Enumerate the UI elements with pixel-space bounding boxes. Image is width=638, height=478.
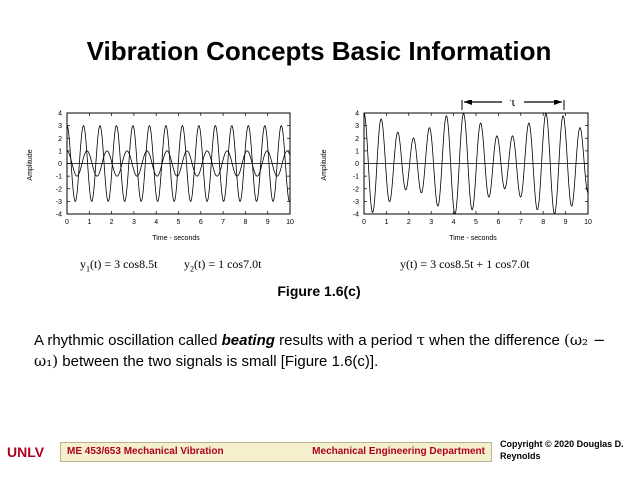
- y-tick-label: -2: [56, 186, 62, 193]
- x-tick-label: 3: [429, 219, 433, 226]
- body-paragraph: A rhythmic oscillation called beating re…: [34, 330, 614, 372]
- y-tick-label: 2: [58, 136, 62, 143]
- y-tick-label: -3: [353, 199, 359, 206]
- y-tick-label: 0: [355, 161, 359, 168]
- equation-y1-subscript: 1: [86, 264, 90, 274]
- x-axis-label: Time - seconds: [449, 235, 497, 242]
- y-tick-label: 4: [355, 111, 359, 118]
- x-tick-label: 9: [266, 219, 270, 226]
- y-tick-label: 0: [58, 161, 62, 168]
- x-tick-label: 7: [221, 219, 225, 226]
- y-tick-label: 2: [355, 136, 359, 143]
- equation-y1-lhs: y: [80, 257, 86, 271]
- y-axis-label: Amplitude: [27, 149, 34, 180]
- equation-y2-lhs: y: [184, 257, 190, 271]
- equation-y2-rhs: (t) = 1 cos7.0t: [194, 257, 262, 271]
- period-label: τ: [510, 100, 517, 109]
- x-tick-label: 3: [132, 219, 136, 226]
- y-tick-label: -1: [56, 174, 62, 181]
- y-tick-label: -4: [353, 212, 359, 219]
- body-text-part: results with a period: [274, 332, 417, 349]
- period-annotation: τ: [461, 100, 565, 110]
- y-tick-label: 3: [58, 123, 62, 130]
- y-tick-label: -1: [353, 174, 359, 181]
- chart-left: 0 1 2 3 4 5 6 7 8 9 10 -4 -3 -2 -1 0 1 2 3 4 Time - seconds…: [27, 111, 294, 243]
- x-tick-label: 5: [177, 219, 181, 226]
- equation-y1: y1(t) = 3 cos8.5t: [80, 257, 157, 273]
- x-tick-label: 0: [362, 219, 366, 226]
- y-tick-label: -3: [56, 199, 62, 206]
- period-arrowhead-right: [554, 100, 562, 105]
- series-line-1: [363, 112, 589, 215]
- x-tick-label: 8: [541, 219, 545, 226]
- equation-y2-subscript: 2: [190, 264, 194, 274]
- y-tick-label: 1: [58, 148, 62, 155]
- x-tick-label: 2: [110, 219, 114, 226]
- body-omega-expression: (ω₂ − ω₁): [34, 331, 606, 370]
- x-tick-label: 5: [474, 219, 478, 226]
- series-line-1: [66, 125, 291, 202]
- x-tick-label: 6: [199, 219, 203, 226]
- body-tau-symbol: τ: [416, 331, 425, 349]
- footer-department: Mechanical Engineering Department: [312, 446, 485, 457]
- x-tick-label: 8: [243, 219, 247, 226]
- slide-title: Vibration Concepts Basic Information: [86, 36, 552, 66]
- x-tick-label: 7: [519, 219, 523, 226]
- figure-caption: Figure 1.6(c): [277, 283, 361, 299]
- x-tick-label: 1: [384, 219, 388, 226]
- x-axis-label: Time - seconds: [152, 235, 200, 242]
- y-tick-label: 4: [58, 111, 62, 118]
- x-tick-label: 6: [496, 219, 500, 226]
- footer-copyright: Copyright © 2020 Douglas D. Reynolds: [500, 439, 624, 461]
- y-tick-label: 3: [355, 123, 359, 130]
- equation-y-sum: y(t) = 3 cos8.5t + 1 cos7.0t: [400, 257, 530, 271]
- x-tick-label: 2: [407, 219, 411, 226]
- body-text-part: A rhythmic oscillation called: [34, 332, 222, 349]
- equation-y1-rhs: (t) = 3 cos8.5t: [90, 257, 158, 271]
- x-tick-label: 4: [452, 219, 456, 226]
- body-text-part: between the two signals is small [Figure…: [58, 353, 379, 370]
- x-tick-label: 4: [154, 219, 158, 226]
- x-tick-label: 1: [87, 219, 91, 226]
- chart-right: 0 1 2 3 4 5 6 7 8 9 10 -4 -3 -2 -1 0 1 2 3 4 Time - seconds…: [321, 100, 592, 242]
- body-keyword: beating: [221, 332, 275, 349]
- x-tick-label: 10: [584, 219, 592, 226]
- y-tick-label: -4: [56, 212, 62, 219]
- x-tick-label: 9: [564, 219, 568, 226]
- y-tick-label: 1: [355, 148, 359, 155]
- unlv-logo: UNLV: [7, 444, 45, 460]
- equation-y2: y2(t) = 1 cos7.0t: [184, 257, 261, 273]
- body-text-part: when the difference: [424, 332, 564, 349]
- y-axis-label: Amplitude: [321, 149, 328, 180]
- footer-bar: ME 453/653 Mechanical Vibration Mechanic…: [60, 442, 492, 462]
- x-tick-label: 0: [65, 219, 69, 226]
- x-tick-label: 10: [286, 219, 294, 226]
- period-arrowhead-left: [464, 100, 472, 105]
- y-tick-label: -2: [353, 186, 359, 193]
- footer-course: ME 453/653 Mechanical Vibration: [67, 446, 224, 457]
- series-line-2: [66, 150, 291, 177]
